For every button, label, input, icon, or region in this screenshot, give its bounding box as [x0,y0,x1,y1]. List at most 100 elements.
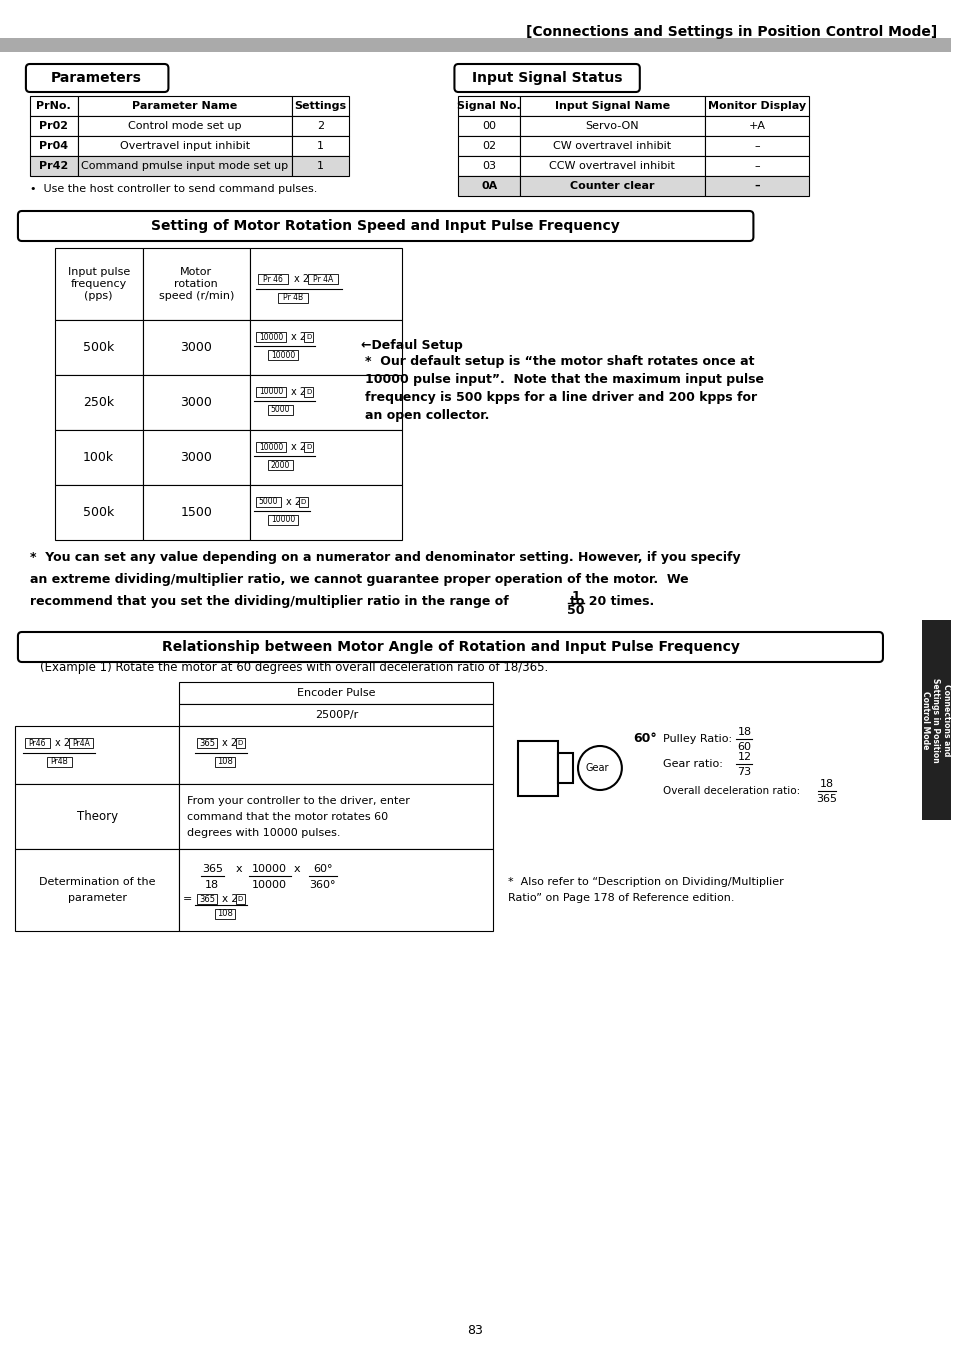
Bar [308,274,337,284]
FancyBboxPatch shape [26,63,169,92]
Text: Pr04: Pr04 [39,141,69,151]
Bar [179,784,493,848]
Text: degrees with 10000 pulses.: degrees with 10000 pulses. [187,828,340,838]
Bar [179,725,493,784]
Bar [54,249,142,320]
Text: –: – [753,181,759,190]
Text: 60°: 60° [313,865,333,874]
Text: D: D [306,334,311,340]
Bar [704,176,808,196]
Bar [268,350,297,359]
Bar [235,894,245,904]
Text: Settings: Settings [294,101,346,111]
Text: Pr 4A: Pr 4A [313,274,333,284]
Text: Theory: Theory [76,811,117,823]
Text: 2500P/r: 2500P/r [314,711,357,720]
Text: D: D [237,896,243,902]
Bar [458,136,519,155]
Text: From your controller to the driver, enter: From your controller to the driver, ente… [187,796,410,805]
Text: command that the motor rotates 60: command that the motor rotates 60 [187,812,388,821]
Bar [30,96,77,116]
Text: CW overtravel inhibit: CW overtravel inhibit [553,141,671,151]
Text: x 2: x 2 [291,332,306,342]
Text: 365: 365 [201,865,223,874]
Bar [77,136,292,155]
Text: Pr4B: Pr4B [51,758,68,766]
Bar [142,376,250,430]
Bar [519,136,704,155]
Bar [47,757,71,767]
Bar [0,38,950,51]
Text: D: D [306,444,311,450]
Text: x 2: x 2 [291,386,306,397]
Bar [258,274,288,284]
Bar [292,136,349,155]
Bar [458,176,519,196]
Bar [304,386,313,397]
Text: Determination of the: Determination of the [39,877,155,888]
Text: Parameter Name: Parameter Name [132,101,237,111]
Text: x 2: x 2 [291,442,306,453]
Bar [458,116,519,136]
Bar [250,485,401,540]
Text: Servo-ON: Servo-ON [585,122,639,131]
Text: –: – [753,141,759,151]
Bar [179,848,493,931]
Text: 500k: 500k [83,507,114,519]
Bar [255,332,286,342]
Bar [30,116,77,136]
Bar [517,740,558,796]
Text: D: D [237,740,243,746]
Bar [268,515,297,526]
Text: 10000: 10000 [252,865,286,874]
Text: 3000: 3000 [180,340,212,354]
Bar [77,116,292,136]
Bar [142,249,250,320]
Bar [25,738,50,748]
Text: [Connections and Settings in Position Control Mode]: [Connections and Settings in Position Co… [525,26,936,39]
Text: Motor
rotation
speed (r/min): Motor rotation speed (r/min) [158,267,233,301]
Bar [704,155,808,176]
Text: Counter clear: Counter clear [570,181,654,190]
Bar [15,784,179,848]
Bar [15,725,179,784]
Text: 10000: 10000 [258,332,283,342]
Text: D: D [306,389,311,394]
Text: Gear ratio:: Gear ratio: [662,759,721,769]
Text: 1: 1 [571,590,579,604]
Bar [292,155,349,176]
Text: 2: 2 [316,122,324,131]
Bar [704,136,808,155]
Text: Ratio” on Page 178 of Reference edition.: Ratio” on Page 178 of Reference edition. [508,893,734,902]
Text: 10000: 10000 [252,880,286,890]
Text: 18: 18 [820,780,833,789]
Bar [558,753,573,784]
Bar [519,96,704,116]
Text: an open collector.: an open collector. [364,408,489,422]
Text: x 2: x 2 [222,738,236,748]
Bar [215,757,234,767]
Bar [54,430,142,485]
Text: Signal No.: Signal No. [456,101,520,111]
Bar [519,155,704,176]
Bar [458,96,519,116]
Bar [179,704,493,725]
Text: 18: 18 [737,727,751,738]
Text: 100k: 100k [83,451,114,463]
Bar [704,116,808,136]
Text: Pr42: Pr42 [39,161,69,172]
Text: Connections and
Settings in Position
Control Mode: Connections and Settings in Position Con… [920,678,950,762]
Text: Input Signal Status: Input Signal Status [472,72,621,85]
Text: x 2: x 2 [54,738,70,748]
Text: Gear: Gear [584,763,608,773]
Text: 10000: 10000 [258,443,283,451]
Bar [15,848,179,931]
Text: 60: 60 [737,742,751,753]
Text: *  You can set any value depending on a numerator and denominator setting. Howev: * You can set any value depending on a n… [30,551,740,565]
Bar [255,497,280,507]
Text: Pulley Ratio:: Pulley Ratio: [662,734,731,744]
Text: 250k: 250k [83,396,114,409]
Text: Monitor Display: Monitor Display [707,101,805,111]
Bar [30,136,77,155]
Text: parameter: parameter [68,893,127,902]
